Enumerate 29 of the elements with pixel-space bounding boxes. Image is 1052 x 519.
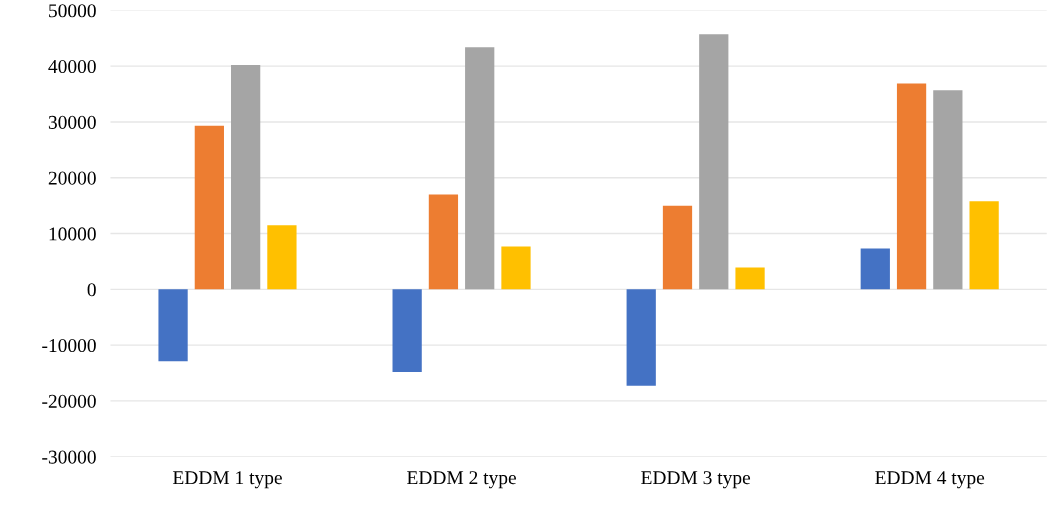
y-tick-label: 30000 — [48, 115, 96, 129]
x-tick-label: EDDM 1 type — [172, 471, 282, 489]
bar — [392, 289, 422, 372]
y-tick-label: -20000 — [42, 394, 96, 408]
y-tick-label: -10000 — [42, 338, 96, 353]
x-tick-label: EDDM 3 type — [641, 471, 751, 489]
y-tick-label: 10000 — [49, 227, 96, 241]
bar — [626, 289, 656, 386]
bar — [194, 125, 224, 290]
bar — [969, 201, 999, 290]
y-tick-label: 40000 — [48, 59, 96, 74]
bar — [158, 289, 188, 362]
bar — [860, 248, 890, 290]
bar — [933, 90, 963, 290]
bar — [699, 34, 729, 290]
y-tick-label: 20000 — [48, 171, 96, 185]
bar — [465, 47, 495, 290]
bar — [662, 205, 693, 290]
y-tick-label: 50000 — [49, 4, 96, 18]
bar — [428, 194, 459, 290]
bar — [501, 246, 531, 290]
bar — [735, 267, 765, 290]
y-tick-label: 0 — [87, 283, 96, 297]
bar — [231, 65, 261, 290]
y-tick-label: -30000 — [42, 450, 96, 464]
x-tick-label: EDDM 2 type — [407, 471, 516, 489]
x-tick-label: EDDM 4 type — [875, 471, 985, 489]
bar — [267, 225, 297, 290]
bar — [896, 83, 927, 290]
